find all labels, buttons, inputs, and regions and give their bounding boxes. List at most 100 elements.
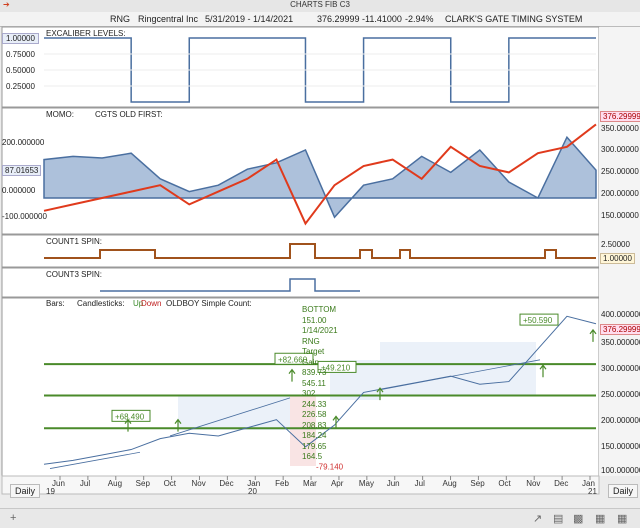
main-tick-200: 200.000000: [601, 416, 640, 425]
fib-level-label: 1/14/2021: [302, 326, 338, 335]
fib-level-label: BOTTOM: [302, 305, 337, 314]
price-zone-box: [290, 396, 316, 466]
arrow-icon: [539, 364, 547, 378]
fib-level-label: 208.83: [302, 420, 327, 430]
price-zone-box: [380, 342, 536, 396]
arrow-icon: [124, 418, 132, 432]
oldboy-label: OLDBOY Simple Count:: [166, 299, 252, 308]
count1-series: [44, 243, 596, 259]
momo-tick-3: -100.000000: [2, 212, 47, 221]
x-axis-bg: [1, 475, 600, 495]
price-change-pct: -2.94%: [405, 14, 434, 24]
main-tick-100: 100.000000: [601, 466, 640, 475]
x-tick-label: Oct: [164, 479, 177, 488]
momo-rtick-1: 350.00000: [601, 124, 639, 133]
momo-tick-2: 0.000000: [2, 186, 36, 195]
count1-value-badge: 1.00000: [600, 253, 635, 264]
gain-box: [274, 352, 314, 365]
daily-button-right[interactable]: Daily: [608, 484, 639, 498]
x-tick-label: Jul: [80, 479, 90, 488]
momo-price-badge: 376.29999: [600, 111, 640, 122]
fib-level-label: 244.33: [302, 399, 327, 409]
system-name: CLARK'S GATE TIMING SYSTEM: [445, 14, 583, 24]
fib-level-label: 151.00: [302, 315, 327, 325]
excaliber-series: [44, 37, 596, 103]
momo-label: MOMO:: [46, 110, 74, 119]
window-titlebar: ➔ CHARTS FIB C3: [0, 0, 640, 12]
main-price-series: +68.490 +82.660 +49.210 +50.590 -79.140: [43, 313, 597, 472]
x-tick-label: Nov: [526, 479, 540, 488]
count3-series: [100, 278, 360, 292]
excaliber-tick-2: 0.50000: [6, 66, 35, 75]
loss-label: -79.140: [316, 463, 344, 472]
excaliber-tick-1: 0.75000: [6, 50, 35, 59]
main-tick-350: 350.000000: [601, 338, 640, 347]
excaliber-value-badge: 1.00000: [2, 33, 39, 44]
year-label: 19: [46, 487, 55, 496]
fib-level-label: 164.5: [302, 452, 323, 461]
count1-tick: 2.50000: [601, 240, 630, 249]
main-tick-300: 300.000000: [601, 364, 640, 373]
fib-level-label: 226.58: [302, 410, 327, 419]
status-bar: + ↗ ▤ ▩ ▦ ▦: [0, 508, 640, 528]
momo-area: [43, 135, 597, 219]
right-axis-bg: [599, 27, 640, 476]
x-tick-label: Sep: [136, 479, 151, 488]
price-zone-box: [178, 396, 290, 430]
momo-tick-1: 200.000000: [2, 138, 45, 147]
x-tick-label: Jun: [387, 479, 400, 488]
excaliber-tick-3: 0.25000: [6, 82, 35, 91]
momo-value-badge: 87.01653: [2, 165, 42, 176]
fib-level-label: Target Gain: [302, 347, 325, 367]
line-tool-icon[interactable]: ↗: [533, 513, 543, 525]
grid-tool-icon[interactable]: ▦: [617, 513, 628, 525]
trend-line: [379, 359, 541, 391]
trend-line: [49, 451, 141, 469]
x-tick-label: Feb: [275, 479, 289, 488]
daily-button-left[interactable]: Daily: [10, 484, 41, 498]
main-tick-250: 250.000000: [601, 390, 640, 399]
gain-label: +68.490: [115, 412, 145, 421]
arrow-icon: [174, 418, 182, 432]
cgts-line: [43, 123, 597, 226]
fib-level-label: 839.73: [302, 368, 327, 377]
chart-tool-icon[interactable]: ▤: [553, 513, 564, 525]
fib-level-label: RNG: [302, 336, 320, 346]
x-tick-label: May: [359, 479, 374, 488]
last-price: 376.29999: [317, 14, 360, 24]
x-tick-label: Jan: [247, 479, 260, 488]
fib-level-label: 184.24: [302, 431, 327, 440]
momo-rtick-2: 300.00000: [601, 145, 639, 154]
count3-line: [100, 278, 360, 292]
window-title: CHARTS FIB C3: [290, 0, 350, 9]
candle-down-label: Down: [141, 299, 162, 308]
main-price-badge: 376.29999: [600, 324, 640, 335]
momo-rtick-4: 200.00000: [601, 189, 639, 198]
fib-level-label: 302: [302, 389, 316, 398]
price-line: [43, 315, 597, 465]
year-label: 20: [248, 487, 257, 496]
arrow-icon[interactable]: ➔: [3, 0, 10, 9]
arrow-icon: [288, 368, 296, 382]
excaliber-label: EXCALIBER LEVELS:: [46, 29, 126, 38]
candle-tool-icon[interactable]: ▦: [595, 513, 606, 525]
cgts-label: CGTS OLD FIRST:: [95, 110, 163, 119]
x-tick-label: Jun: [52, 479, 65, 488]
x-tick-label: Apr: [331, 479, 344, 488]
momo-rtick-5: 150.00000: [601, 211, 639, 220]
count1-line: [44, 243, 596, 259]
arrow-icon: [332, 415, 340, 429]
candle-up-label: Up: [133, 299, 144, 308]
x-axis: Jun Jul Aug Sep Oct Nov Dec Jan Feb Mar Apr May Jun J…: [1, 475, 600, 496]
x-tick-label: Aug: [108, 479, 122, 488]
price-change: -11.41000: [362, 14, 402, 24]
add-icon[interactable]: +: [10, 512, 17, 524]
arrow-icon: [376, 387, 384, 401]
symbol: RNG: [110, 14, 130, 24]
x-tick-label: Oct: [498, 479, 511, 488]
fib-levels-list: BOTTOM 151.00 1/14/2021 RNG Target Gain 839.7…: [302, 305, 342, 463]
x-tick-label: Jul: [415, 479, 425, 488]
main-tick-400: 400.000000: [601, 310, 640, 319]
bar-tool-icon[interactable]: ▩: [573, 513, 584, 525]
